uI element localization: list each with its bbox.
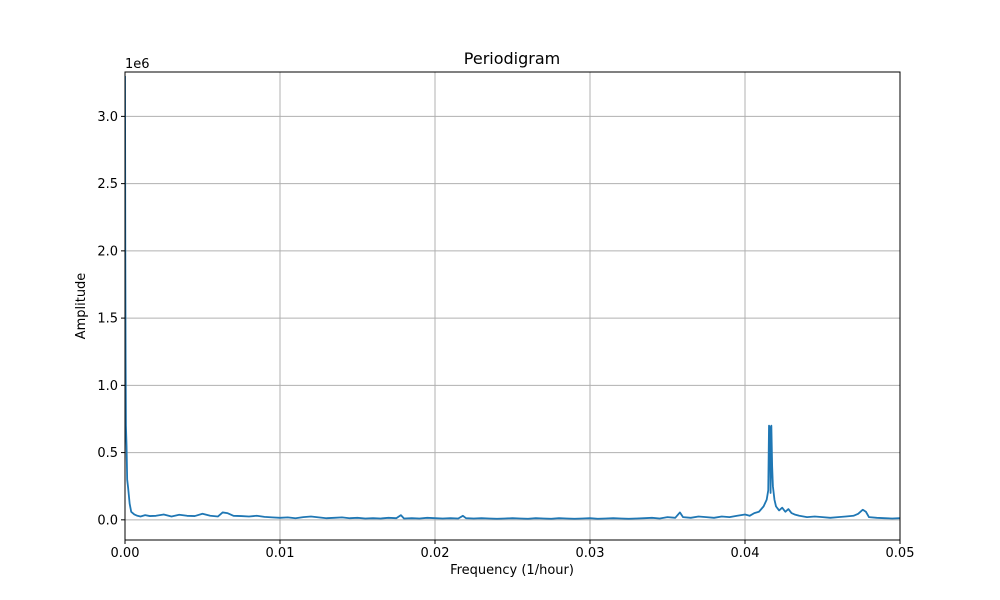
y-offset-label: 1e6: [125, 57, 150, 72]
y-tick-label: 2.5: [97, 177, 118, 192]
series-layer: [125, 76, 900, 520]
ticks: 0.00 0.01 0.02 0.03 0.04 0.05 0.0 0.5 1.0 1.5 2.0 2…: [97, 110, 914, 561]
y-tick-label: 3.0: [97, 110, 118, 125]
x-tick-label: 0.01: [266, 546, 295, 561]
y-tick-label: 2.0: [97, 244, 118, 259]
chart-title: Periodigram: [464, 49, 560, 68]
x-tick-label: 0.03: [576, 546, 605, 561]
y-axis-label: Amplitude: [74, 273, 89, 340]
x-tick-label: 0.05: [886, 546, 915, 561]
y-tick-label: 0.0: [97, 513, 118, 528]
x-tick-label: 0.04: [731, 546, 760, 561]
plot-area: [125, 76, 900, 520]
periodogram-series-line: [125, 76, 900, 520]
x-axis-label: Frequency (1/hour): [450, 563, 574, 578]
y-tick-label: 0.5: [97, 446, 118, 461]
y-tick-label: 1.0: [97, 379, 118, 394]
x-tick-label: 0.00: [111, 546, 140, 561]
axes-frame: [124, 71, 901, 541]
x-tick-label: 0.02: [421, 546, 450, 561]
y-tick-label: 1.5: [97, 312, 118, 327]
